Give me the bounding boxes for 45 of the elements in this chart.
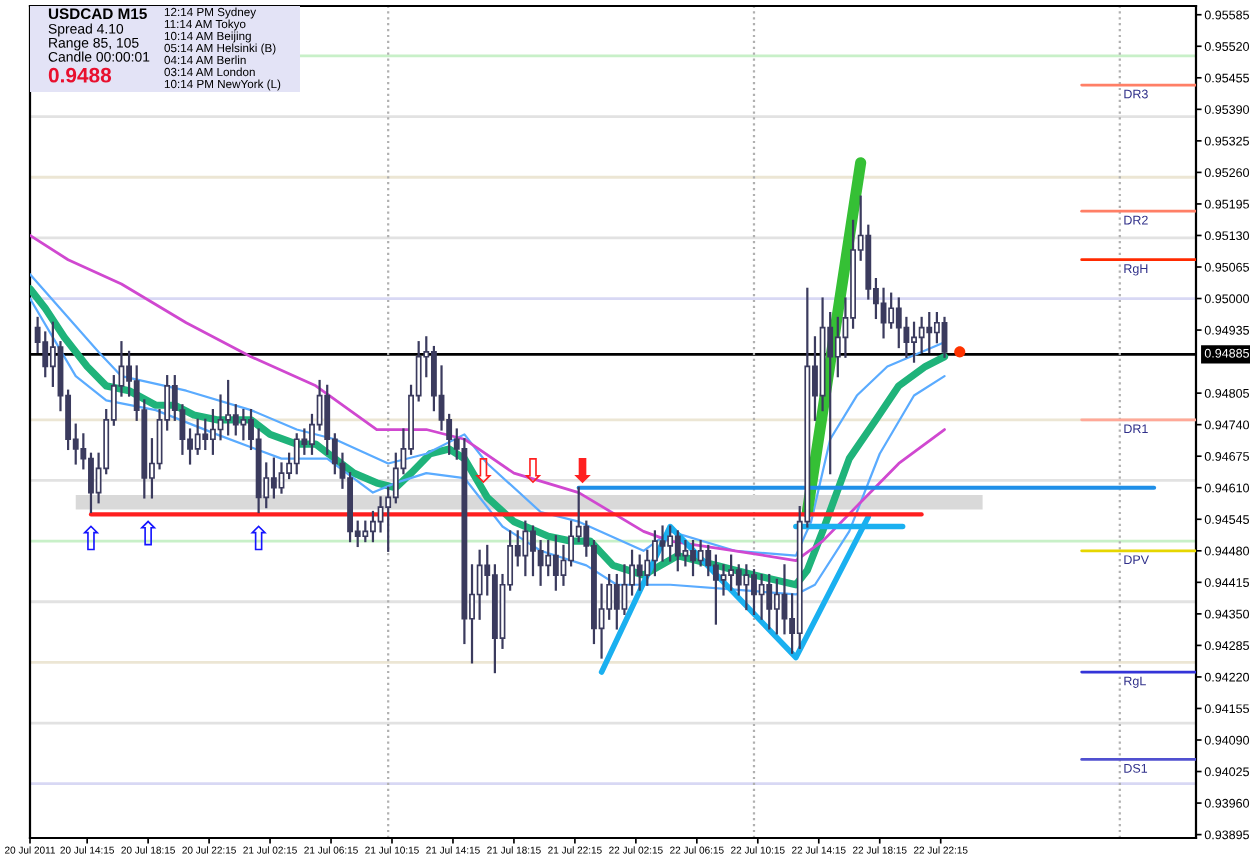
- candlestick: [659, 525, 666, 562]
- candlestick: [362, 520, 369, 543]
- candlestick: [194, 418, 201, 455]
- candlestick: [293, 433, 300, 475]
- candlestick: [667, 525, 674, 562]
- candlestick: [88, 452, 94, 514]
- annotation: 0.9488: [48, 67, 112, 83]
- candlestick: [476, 549, 483, 620]
- candlestick: [377, 496, 384, 533]
- candlestick: [918, 316, 925, 354]
- candlestick: [202, 418, 209, 451]
- candlestick: [773, 578, 780, 635]
- annotation: ⇩: [524, 458, 542, 484]
- candlestick: [522, 520, 529, 577]
- candlestick: [690, 539, 696, 577]
- candlestick: [552, 535, 559, 591]
- candlestick: [766, 573, 773, 630]
- candlestick: [651, 530, 658, 577]
- candlestick: [728, 554, 735, 591]
- annotation: ⬇: [574, 458, 591, 484]
- candlestick: [537, 539, 544, 586]
- candlestick: [545, 539, 552, 577]
- candlestick: [743, 564, 750, 611]
- candlestick: [636, 554, 643, 591]
- candlestick: [232, 404, 239, 436]
- candlestick: [827, 311, 834, 475]
- candlestick: [278, 462, 285, 494]
- candlestick: [225, 379, 232, 436]
- candlestick: [911, 321, 917, 363]
- candlestick: [613, 573, 620, 630]
- annotation: ⇧: [139, 520, 157, 546]
- candlestick: [674, 530, 681, 572]
- candlestick: [270, 457, 277, 499]
- candlestick: [705, 544, 712, 577]
- candlestick: [712, 554, 719, 625]
- candlestick: [758, 573, 765, 620]
- candlestick: [682, 539, 689, 567]
- candlestick: [926, 311, 933, 354]
- candlestick: [888, 292, 895, 329]
- candlestick: [720, 564, 727, 596]
- candlestick: [697, 539, 704, 567]
- candlestick: [240, 409, 247, 441]
- annotation: ⇧: [82, 525, 100, 551]
- candlestick: [751, 569, 757, 615]
- annotation: ⇧: [250, 525, 267, 551]
